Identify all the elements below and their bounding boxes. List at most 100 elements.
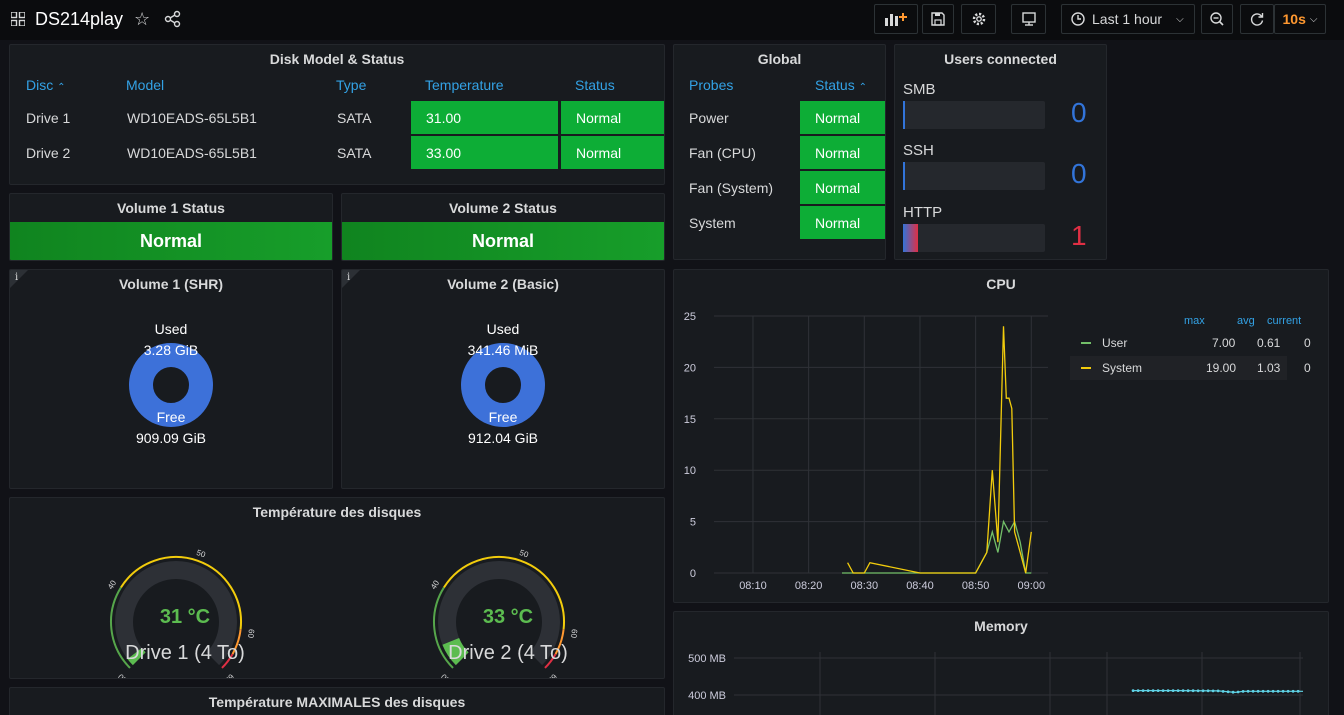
panel-title: CPU <box>986 276 1016 292</box>
top-navbar: DS214play ☆ <box>0 0 1344 40</box>
disc-cell: Drive 2 <box>26 145 71 161</box>
gauge-tick-label: 40 <box>429 578 442 591</box>
cpu-panel: CPU 0 5 10 15 20 25 08:10 08:20 08:30 08:40 08:50 0… <box>673 269 1329 603</box>
global-panel: Global Probes Status ⌃ Power Normal Fan … <box>673 44 886 260</box>
bar-gauge-track <box>903 101 1045 129</box>
free-value: 912.04 GiB <box>467 430 539 446</box>
memory-point <box>1266 689 1270 693</box>
y-tick-label: 400 MB <box>688 690 726 702</box>
memory-point <box>1151 689 1155 692</box>
memory-point <box>1251 689 1255 693</box>
temperature-cell: 33.00 <box>411 136 558 169</box>
status-value: Normal <box>10 222 332 260</box>
add-panel-icon <box>885 13 907 26</box>
donut-chart <box>461 343 545 427</box>
column-header-status[interactable]: Status ⌃ <box>815 77 867 93</box>
column-header-type[interactable]: Type <box>336 77 367 93</box>
column-header-temperature[interactable]: Temperature <box>425 77 504 93</box>
info-icon[interactable]: i <box>15 272 19 283</box>
type-cell: SATA <box>337 110 372 126</box>
used-label: Used <box>154 321 188 337</box>
gauge-tick-label: 30 <box>116 672 129 679</box>
time-range-picker[interactable]: Last 1 hour ⌵ <box>1061 4 1195 34</box>
volume2-usage-panel: i Volume 2 (Basic) Used 341.46 MiB Free … <box>341 269 665 489</box>
refresh-icon <box>1250 13 1264 26</box>
column-header-model[interactable]: Model <box>126 77 165 93</box>
settings-button[interactable] <box>961 4 996 34</box>
view-mode-button[interactable] <box>1011 4 1046 34</box>
memory-graph[interactable]: 500 MB 400 MB <box>674 612 1329 715</box>
free-label: Free <box>156 409 186 425</box>
legend-row-user[interactable]: User 7.00 0.61 0 <box>1070 331 1311 355</box>
refresh-interval-picker[interactable]: 10s ⌵ <box>1274 4 1326 34</box>
memory-point <box>1241 690 1245 693</box>
gauge-track <box>115 561 237 666</box>
memory-point <box>1201 689 1205 693</box>
legend-header-avg[interactable]: avg <box>1237 315 1255 327</box>
panel-title: Volume 1 Status <box>117 200 225 216</box>
donut-slice-free <box>461 343 545 427</box>
memory-point <box>1181 689 1185 692</box>
bar-gauge-fill <box>903 162 905 190</box>
volume1-status-panel: Volume 1 Status Normal <box>9 193 333 261</box>
memory-point <box>1216 689 1220 693</box>
star-icon[interactable]: ☆ <box>134 9 151 29</box>
gear-icon <box>972 12 985 26</box>
memory-point <box>1256 689 1260 693</box>
monitor-icon <box>1021 12 1036 26</box>
panel-info-corner[interactable] <box>10 270 28 288</box>
bar-gauge-label: HTTP <box>903 204 943 221</box>
bar-gauge-track <box>903 162 1045 190</box>
memory-point <box>1131 689 1135 692</box>
x-tick-label: 09:00 <box>1018 580 1046 592</box>
x-tick-label: 08:30 <box>851 580 879 592</box>
temperature-gauge: 30 40 50 60 65 33 °C Drive 2 (4 To) <box>429 548 579 678</box>
legend-series-name: System <box>1102 361 1143 375</box>
zoom-out-button[interactable] <box>1201 4 1233 34</box>
cpu-graph[interactable]: 0 5 10 15 20 25 08:10 08:20 08:30 08:40 08:50 09:00 <box>674 270 1064 603</box>
panel-title: Volume 1 (SHR) <box>119 276 223 292</box>
bar-gauge-fill <box>903 101 905 129</box>
sort-ascending-icon: ⌃ <box>858 82 867 93</box>
memory-point <box>1291 689 1295 693</box>
probe-cell: System <box>689 215 736 231</box>
column-header-status[interactable]: Status <box>575 77 615 93</box>
memory-point <box>1186 689 1190 693</box>
column-header-probes[interactable]: Probes <box>689 77 734 93</box>
panel-title: Température MAXIMALES des disques <box>208 694 466 710</box>
panel-info-corner[interactable] <box>342 270 360 288</box>
save-dashboard-button[interactable] <box>922 4 954 34</box>
dashboard-grid-icon[interactable] <box>11 12 25 26</box>
memory-point <box>1221 690 1225 693</box>
refresh-button[interactable] <box>1240 4 1274 34</box>
legend-header-max[interactable]: max <box>1184 315 1205 327</box>
legend-row-system[interactable]: System 19.00 1.03 0 <box>1070 356 1311 380</box>
legend-header-current[interactable]: current <box>1267 315 1302 327</box>
gauge-tick-label: 65 <box>223 672 236 679</box>
refresh-interval-label: 10s <box>1282 11 1306 27</box>
share-icon[interactable] <box>164 10 182 28</box>
legend-color-swatch <box>1081 367 1091 369</box>
dashboard-title[interactable]: DS214play <box>35 9 124 29</box>
series-line-system <box>847 326 1032 574</box>
add-panel-button[interactable] <box>874 4 918 34</box>
info-icon[interactable]: i <box>347 272 351 283</box>
memory-panel: Memory 500 MB 400 MB <box>673 611 1329 715</box>
volume1-usage-panel: i Volume 1 (SHR) Used 3.28 GiB Free 909.… <box>9 269 333 489</box>
users-connected-panel: Users connected SMB 0 SSH 0 HTTP 1 <box>894 44 1107 260</box>
memory-point <box>1146 689 1150 692</box>
type-cell: SATA <box>337 145 372 161</box>
gauge-label-text: Drive 1 (4 To) <box>125 642 245 664</box>
memory-point <box>1166 689 1170 692</box>
bar-gauge-label: SSH <box>903 142 934 159</box>
bar-gauge-fill <box>903 224 918 252</box>
gauge-value-arc <box>127 647 146 666</box>
panel-title: Volume 2 Status <box>449 200 557 216</box>
legend-current: 0 <box>1304 361 1311 375</box>
column-header-disc[interactable]: Disc ⌃ <box>26 77 66 93</box>
x-tick-label: 08:50 <box>962 580 990 592</box>
panel-title: Température des disques <box>252 504 422 520</box>
disk-model-status-panel: Disk Model & Status Disc ⌃ Model Type Te… <box>9 44 665 185</box>
memory-point <box>1161 689 1165 692</box>
